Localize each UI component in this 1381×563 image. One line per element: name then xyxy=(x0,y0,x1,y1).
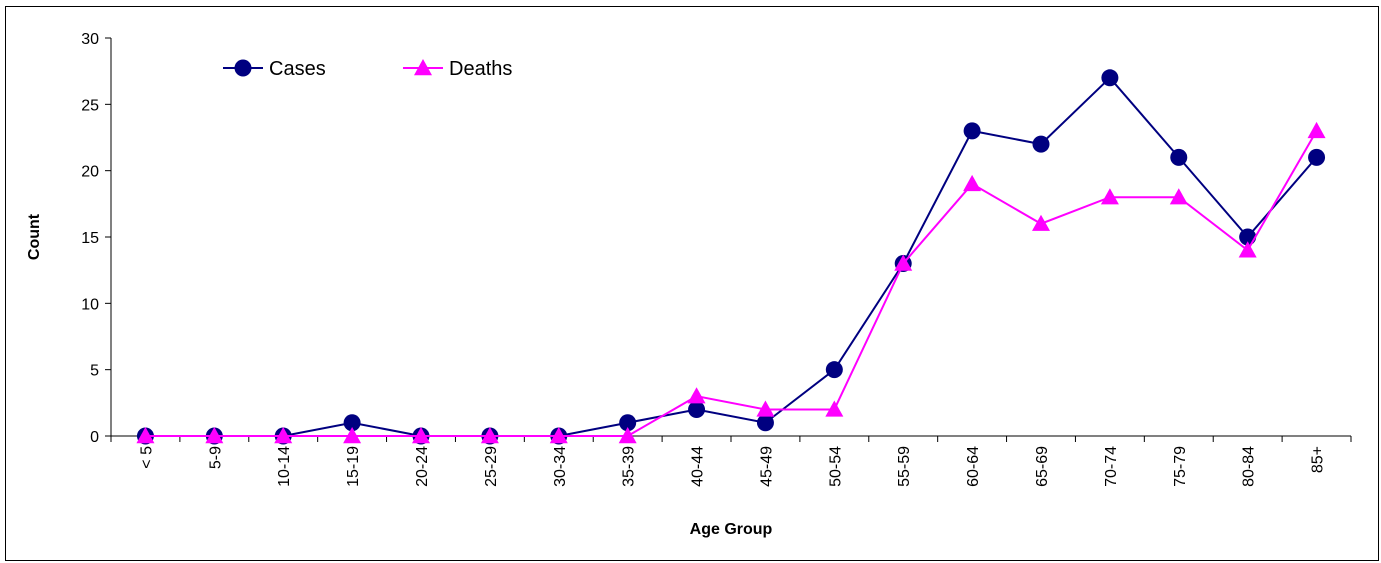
data-point-cases xyxy=(1308,148,1326,166)
x-tick-label: 25-29 xyxy=(483,446,500,487)
x-tick-label: 65-69 xyxy=(1034,446,1051,487)
line-chart: 0 5 10 15 20 25 30 < 5 5-9 10-14 15-19 20-24 25-29 30… xyxy=(26,31,1352,538)
x-tick-label: 10-14 xyxy=(276,446,293,487)
x-tick-label: 35-39 xyxy=(621,446,638,487)
x-tick-label: 70-74 xyxy=(1103,446,1120,487)
data-point-deaths xyxy=(1169,188,1188,205)
y-tick-label: 20 xyxy=(81,164,99,181)
y-tick-label: 0 xyxy=(90,429,99,446)
data-point-deaths xyxy=(480,427,499,444)
data-point-cases xyxy=(825,361,843,379)
x-tick-label: 75-79 xyxy=(1172,446,1189,487)
data-point-deaths xyxy=(205,427,224,444)
x-tick-label: 45-49 xyxy=(758,446,775,487)
y-tick-label: 10 xyxy=(81,296,99,313)
x-tick-label: 60-64 xyxy=(965,446,982,487)
data-point-deaths xyxy=(274,427,293,444)
data-point-cases xyxy=(1032,135,1050,153)
data-point-deaths xyxy=(136,427,155,444)
x-tick-label: 40-44 xyxy=(690,446,707,487)
data-point-deaths xyxy=(1032,214,1050,231)
data-point-deaths xyxy=(1100,188,1119,205)
y-tick-label: 15 xyxy=(81,230,99,247)
chart-frame: 0 5 10 15 20 25 30 < 5 5-9 10-14 15-19 20-24 25-29 30… xyxy=(5,6,1379,561)
y-tick-label: 30 xyxy=(81,31,99,48)
x-tick-label: 15-19 xyxy=(345,446,362,487)
data-point-deaths xyxy=(825,400,844,417)
legend-label-cases: Cases xyxy=(269,58,326,80)
y-tick-label: 25 xyxy=(81,97,99,114)
x-tick-label: 30-34 xyxy=(552,446,569,487)
data-point-cases xyxy=(963,122,981,140)
data-point-cases xyxy=(619,414,637,432)
data-point-cases xyxy=(343,414,361,432)
x-tick-label: 85+ xyxy=(1310,446,1327,473)
series-line-deaths xyxy=(145,130,1318,437)
x-tick-label: 55-59 xyxy=(896,446,913,487)
data-point-deaths xyxy=(756,400,775,417)
x-tick-label: < 5 xyxy=(138,446,155,469)
data-point-deaths xyxy=(343,427,362,444)
data-point-cases xyxy=(1170,148,1188,166)
data-point-deaths xyxy=(549,427,568,444)
y-axis-title: Count xyxy=(26,213,43,260)
data-point-deaths xyxy=(963,174,982,192)
data-point-deaths xyxy=(412,427,430,444)
data-point-deaths xyxy=(687,387,706,404)
data-point-cases xyxy=(688,400,706,418)
x-axis-title: Age Group xyxy=(690,521,773,538)
data-point-deaths xyxy=(1307,121,1326,139)
data-point-deaths xyxy=(618,427,637,444)
x-tick-label: 80-84 xyxy=(1241,446,1258,487)
x-tick-label: 5-9 xyxy=(207,446,224,469)
x-tick-label: 50-54 xyxy=(827,446,844,487)
legend-marker-cases xyxy=(234,59,252,77)
data-point-cases xyxy=(756,414,774,432)
x-tick-label: 20-24 xyxy=(414,446,431,487)
data-point-deaths xyxy=(894,254,913,271)
data-point-deaths xyxy=(1238,241,1257,258)
y-tick-label: 5 xyxy=(90,363,99,380)
series-line-cases xyxy=(145,76,1318,437)
data-point-cases xyxy=(1101,69,1119,87)
legend-marker-deaths xyxy=(414,59,432,76)
legend-label-deaths: Deaths xyxy=(449,58,512,80)
